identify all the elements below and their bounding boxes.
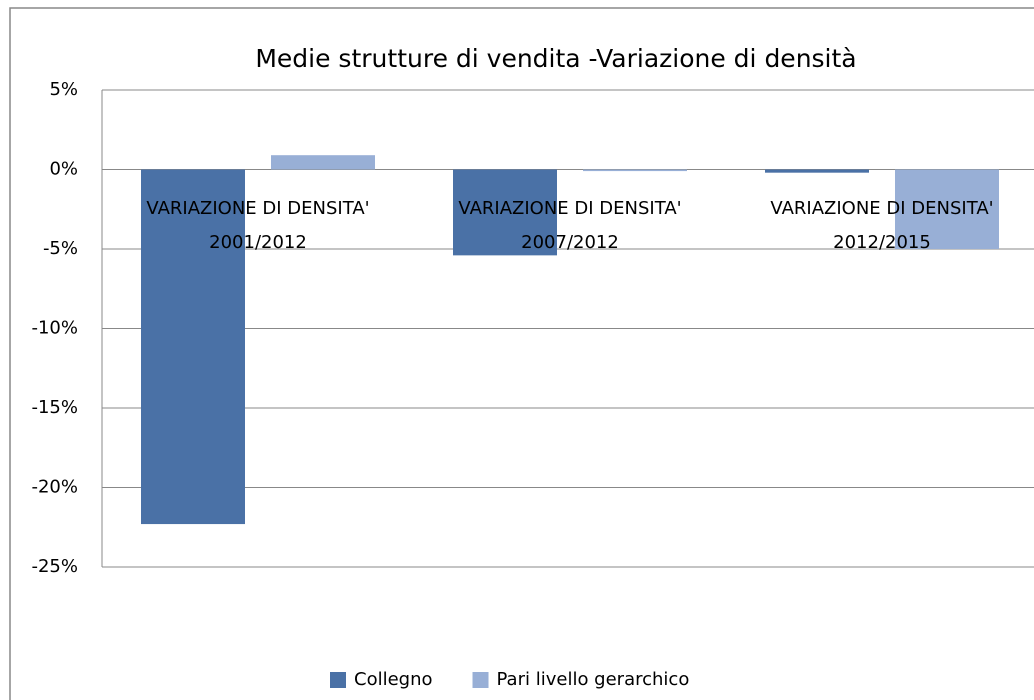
y-tick-label: -10% <box>31 318 78 339</box>
y-tick-label: 5% <box>49 79 78 100</box>
x-tick-label: VARIAZIONE DI DENSITA' 2001/2012 <box>146 197 370 253</box>
chart-title: Medie strutture di vendita -Variazione d… <box>255 44 856 73</box>
bar <box>271 155 375 170</box>
bar <box>453 169 557 256</box>
bar <box>583 169 687 172</box>
legend-label: Pari livello gerarchico <box>497 669 690 690</box>
y-tick-label: -25% <box>31 556 78 577</box>
y-tick-label: -15% <box>31 397 78 418</box>
chart-frame <box>9 7 1034 700</box>
x-tick-label: VARIAZIONE DI DENSITA' 2007/2012 <box>458 197 682 253</box>
bar <box>895 169 999 249</box>
x-tick-label: VARIAZIONE DI DENSITA' 2012/2015 <box>770 197 994 253</box>
legend-label: Collegno <box>354 669 433 690</box>
bar <box>141 169 245 525</box>
y-tick-label: -5% <box>43 238 78 259</box>
y-tick-label: -20% <box>31 477 78 498</box>
legend-swatch <box>330 672 346 688</box>
y-tick-label: 0% <box>49 159 78 180</box>
legend-swatch <box>472 672 489 688</box>
bar <box>765 169 869 173</box>
